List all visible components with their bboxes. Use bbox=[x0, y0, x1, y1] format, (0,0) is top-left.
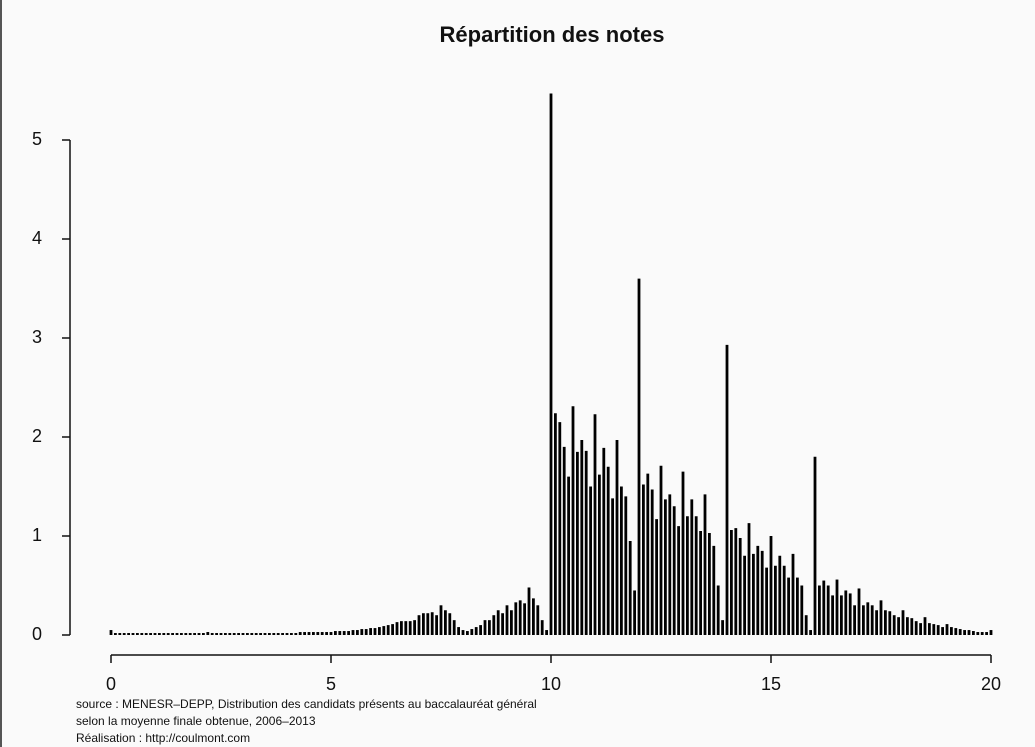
x-tick-label: 10 bbox=[541, 674, 561, 694]
source-note: selon la moyenne finale obtenue, 2006–20… bbox=[76, 714, 316, 728]
x-tick-label: 15 bbox=[761, 674, 781, 694]
y-tick-label: 5 bbox=[32, 129, 42, 149]
source-note: source : MENESR–DEPP, Distribution des c… bbox=[76, 697, 537, 711]
source-note: Réalisation : http://coulmont.com bbox=[76, 731, 250, 745]
y-tick-label: 2 bbox=[32, 426, 42, 446]
chart-title: Répartition des notes bbox=[440, 22, 665, 47]
y-tick-label: 4 bbox=[32, 228, 42, 248]
x-tick-label: 5 bbox=[326, 674, 336, 694]
y-tick-label: 3 bbox=[32, 327, 42, 347]
x-tick-label: 20 bbox=[981, 674, 1001, 694]
x-tick-label: 0 bbox=[106, 674, 116, 694]
y-tick-label: 0 bbox=[32, 624, 42, 644]
y-tick-label: 1 bbox=[32, 525, 42, 545]
